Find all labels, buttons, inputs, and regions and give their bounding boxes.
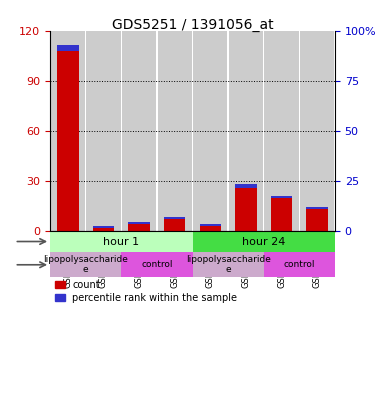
Bar xyxy=(264,252,335,277)
Text: control: control xyxy=(284,260,315,269)
Legend: count, percentile rank within the sample: count, percentile rank within the sample xyxy=(55,280,238,303)
Text: hour 1: hour 1 xyxy=(103,237,139,246)
Bar xyxy=(264,31,299,231)
Bar xyxy=(306,209,328,231)
Bar xyxy=(235,184,257,188)
Bar xyxy=(93,226,114,228)
Bar xyxy=(199,224,221,226)
Bar xyxy=(235,188,257,231)
Bar xyxy=(306,207,328,209)
Bar xyxy=(271,198,292,231)
Bar xyxy=(164,217,186,219)
Text: lipopolysaccharide
e: lipopolysaccharide e xyxy=(43,255,128,274)
Bar xyxy=(57,46,79,51)
Bar xyxy=(271,196,292,198)
Bar xyxy=(192,231,335,252)
Bar xyxy=(128,222,150,224)
Text: lipopolysaccharide
e: lipopolysaccharide e xyxy=(186,255,271,274)
Bar xyxy=(50,252,121,277)
Bar xyxy=(192,252,264,277)
Bar xyxy=(51,31,85,231)
Bar xyxy=(128,224,150,231)
Bar xyxy=(122,31,156,231)
Bar xyxy=(164,219,186,231)
Bar xyxy=(93,228,114,231)
Text: hour 24: hour 24 xyxy=(242,237,285,246)
Text: control: control xyxy=(141,260,172,269)
Bar xyxy=(57,51,79,231)
Bar xyxy=(199,226,221,231)
Bar xyxy=(50,231,192,252)
Bar xyxy=(86,31,121,231)
Bar xyxy=(121,252,192,277)
Bar xyxy=(229,31,263,231)
Bar xyxy=(300,31,334,231)
Bar xyxy=(193,31,228,231)
Bar xyxy=(157,31,192,231)
Text: GDS5251 / 1391056_at: GDS5251 / 1391056_at xyxy=(112,18,273,32)
